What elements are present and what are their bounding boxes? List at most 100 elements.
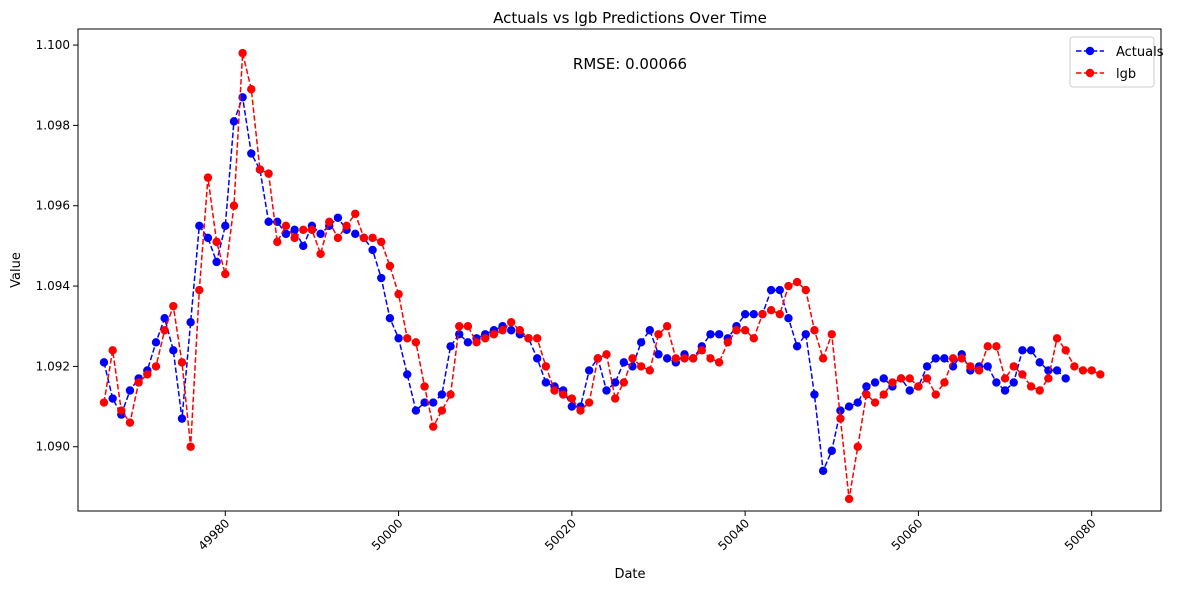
data-point [351, 209, 360, 218]
data-point [420, 382, 429, 391]
data-point [740, 326, 750, 335]
data-point [558, 390, 568, 399]
data-point [957, 354, 966, 363]
data-point [706, 330, 715, 339]
data-point [437, 390, 447, 399]
data-point [836, 406, 845, 415]
data-point [766, 305, 776, 315]
data-point [1044, 374, 1053, 383]
data-point [307, 225, 317, 235]
data-point [879, 390, 888, 399]
data-point [853, 398, 862, 407]
data-point [1009, 362, 1018, 371]
data-point [888, 378, 897, 387]
data-point [281, 221, 291, 231]
series-actuals [99, 93, 1070, 476]
data-point [333, 213, 343, 222]
data-point [532, 334, 542, 343]
data-point [1035, 386, 1044, 395]
data-point [229, 117, 239, 126]
data-point [507, 326, 516, 335]
data-point [645, 366, 655, 375]
data-point [247, 149, 256, 158]
data-point [203, 233, 213, 243]
data-point [801, 285, 810, 295]
data-point [922, 374, 932, 383]
y-axis-label: Value [9, 252, 24, 288]
y-tick-label: 1.092 [36, 359, 70, 373]
data-point [247, 85, 256, 94]
data-point [429, 422, 438, 431]
data-point [723, 338, 732, 347]
data-point [584, 398, 594, 407]
data-point [160, 326, 169, 335]
data-point [429, 398, 438, 407]
data-point [688, 354, 698, 363]
data-point [654, 330, 663, 339]
data-point [403, 334, 412, 343]
data-point [792, 342, 802, 351]
data-point [931, 390, 940, 399]
data-point [515, 326, 525, 335]
data-point [680, 354, 689, 363]
data-point [818, 354, 828, 363]
data-point [827, 446, 836, 455]
data-point [836, 414, 845, 423]
data-point [1096, 370, 1105, 379]
data-point [377, 273, 386, 283]
data-point [1070, 362, 1079, 371]
data-point [186, 442, 195, 451]
data-point [758, 309, 767, 319]
data-point [870, 378, 880, 387]
data-point [766, 285, 776, 295]
data-point [221, 269, 230, 279]
data-point [862, 382, 871, 391]
data-point [775, 285, 784, 295]
data-point [1061, 346, 1070, 355]
data-point [325, 217, 334, 226]
data-point [160, 314, 169, 323]
data-point [940, 354, 949, 363]
data-point [896, 374, 906, 383]
data-point [1052, 334, 1062, 343]
legend: Actuals lgb [1069, 36, 1164, 88]
data-point [368, 245, 377, 255]
data-point [983, 342, 992, 351]
data-point [177, 414, 187, 423]
data-point [151, 338, 161, 347]
data-point [697, 346, 707, 355]
data-point [532, 354, 542, 363]
data-point [818, 466, 828, 476]
data-point [264, 217, 273, 226]
data-point [524, 334, 533, 343]
data-point [662, 354, 672, 363]
data-point [195, 221, 204, 231]
data-point [905, 374, 914, 383]
data-point [169, 301, 178, 311]
data-point [359, 233, 369, 243]
data-point [584, 366, 594, 375]
data-point [221, 221, 230, 231]
data-point [498, 326, 507, 335]
data-point [870, 398, 880, 407]
legend-swatch-marker [1085, 46, 1095, 56]
data-point [966, 362, 975, 371]
data-point [411, 338, 421, 347]
data-point [151, 362, 161, 371]
chart-title: Actuals vs lgb Predictions Over Time [493, 9, 767, 27]
data-point [844, 494, 854, 504]
data-point [368, 233, 377, 243]
data-point [446, 390, 455, 399]
legend-swatch-marker [1085, 68, 1095, 78]
data-point [420, 398, 429, 407]
data-point [472, 338, 481, 347]
data-point [749, 334, 758, 343]
data-point [784, 281, 793, 291]
data-point [290, 233, 299, 243]
data-point [1018, 370, 1027, 379]
y-tick-label: 1.090 [36, 440, 70, 454]
data-point [377, 237, 386, 247]
data-point [273, 237, 282, 247]
